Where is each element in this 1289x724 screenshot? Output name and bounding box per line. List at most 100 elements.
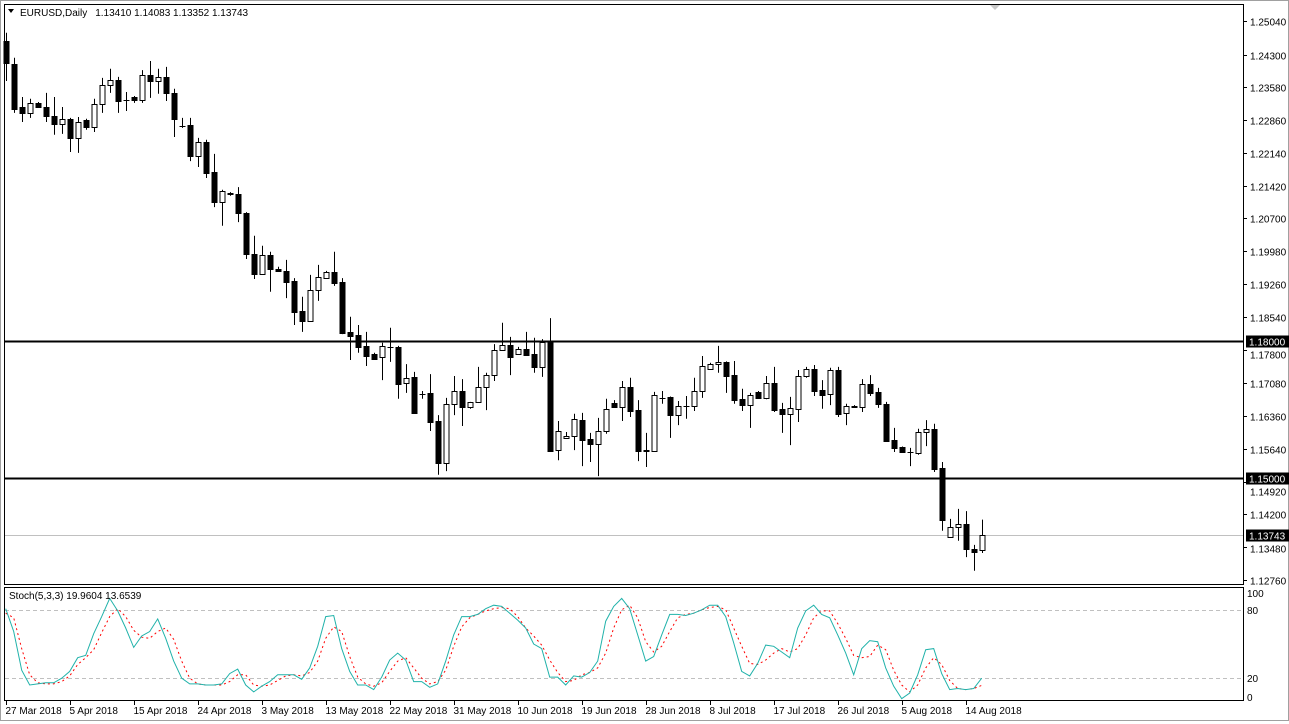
price-tick-label: 1.17080 (1250, 380, 1287, 391)
candle (395, 345, 402, 399)
candle (723, 361, 730, 393)
candle-body (75, 122, 82, 139)
candle-body (763, 383, 770, 399)
candle-body (787, 408, 794, 415)
candle (123, 91, 130, 112)
candle (451, 375, 458, 416)
candle (11, 57, 18, 113)
candle (19, 96, 26, 122)
candle (475, 366, 482, 403)
candle-body (539, 342, 546, 368)
candles (3, 32, 986, 571)
date-label: 15 Apr 2018 (134, 706, 188, 717)
shift-marker-icon[interactable] (990, 5, 1000, 10)
candle (59, 106, 66, 134)
candle-body (43, 107, 50, 117)
candle (979, 519, 986, 553)
candle (867, 375, 874, 397)
candle (275, 266, 282, 272)
candle-body (251, 254, 258, 275)
candle-body (619, 387, 626, 408)
candle-body (947, 527, 954, 538)
candle (3, 32, 10, 82)
candle-body (747, 395, 754, 406)
level-price-label: 1.18000 (1249, 338, 1286, 349)
candle (739, 388, 746, 412)
candle-body (83, 120, 90, 128)
candle (315, 264, 322, 301)
candle (107, 68, 114, 93)
symbol-title: EURUSD,Daily (20, 8, 87, 19)
date-label: 10 Jun 2018 (518, 706, 573, 717)
candle-body (475, 387, 482, 403)
candle (707, 362, 714, 370)
date-label: 3 May 2018 (262, 706, 315, 717)
candle-body (259, 255, 266, 275)
candle (339, 278, 346, 335)
time-axis[interactable]: 27 Mar 2018 5 Apr 2018 15 Apr 2018 24 Apr 2… (6, 701, 1023, 717)
price-tick-label: 1.22860 (1250, 117, 1287, 128)
candle (347, 316, 354, 361)
candle-body (363, 346, 370, 357)
stochastic-label: Stoch(5,3,3) 19.9604 13.6539 (9, 591, 142, 602)
price-tick-label: 1.24300 (1250, 52, 1287, 63)
candle (75, 116, 82, 153)
date-label: 24 Apr 2018 (198, 706, 252, 717)
candle-body (171, 93, 178, 120)
stochastic-tick-label: 100 (1247, 589, 1264, 600)
candle (99, 77, 106, 113)
candle (403, 364, 410, 393)
date-label: 27 Mar 2018 (6, 706, 63, 717)
candle-body (675, 406, 682, 416)
candle (291, 278, 298, 325)
candle (787, 396, 794, 446)
candle (587, 432, 594, 463)
triangle-down-icon[interactable] (8, 9, 14, 13)
candle (971, 544, 978, 571)
stochastic-pane-frame (4, 587, 1244, 701)
candle-body (291, 281, 298, 313)
date-label: 13 May 2018 (326, 706, 384, 717)
candle (523, 331, 530, 356)
date-label: 26 Jul 2018 (838, 706, 890, 717)
candle (435, 415, 442, 475)
candle (147, 60, 154, 98)
candle-body (931, 429, 938, 470)
candle-body (899, 447, 906, 453)
candle (379, 342, 386, 381)
stochastic-pane[interactable]: 100 80 20 0 Stoch(5,3,3) 19.9604 13.6539 (4, 587, 1265, 705)
horizontal-lines[interactable] (5, 340, 1243, 536)
candle-body (227, 193, 234, 195)
candle (891, 427, 898, 452)
main-pane-frame (4, 4, 1244, 585)
candle (427, 374, 434, 432)
candle-body (867, 384, 874, 394)
candle (283, 259, 290, 299)
level-price-label-bg (1246, 335, 1289, 348)
candle (675, 401, 682, 426)
candle-body (91, 104, 98, 128)
main-pane[interactable]: 1.25040 1.24300 1.23580 1.22860 1.22140 1.214… (3, 4, 1289, 588)
candle-body (443, 404, 450, 464)
candle (875, 387, 882, 408)
candle-body (963, 524, 970, 550)
stochastic-tick-label: 80 (1247, 606, 1259, 617)
price-line-labels: 1.18000 1.15000 1.13743 (1246, 335, 1289, 543)
candle (883, 401, 890, 442)
candle-body (715, 362, 722, 365)
price-tick-label: 1.16360 (1250, 413, 1287, 424)
candle (659, 391, 666, 404)
candle-body (211, 172, 218, 203)
candle-body (915, 432, 922, 454)
candle-body (483, 375, 490, 388)
candle (131, 96, 138, 103)
candle (571, 413, 578, 451)
price-tick-label: 1.15640 (1250, 446, 1287, 457)
candle (499, 322, 506, 351)
candle-body (723, 362, 730, 377)
candle (931, 423, 938, 473)
candle-body (603, 409, 610, 432)
candle-body (19, 107, 26, 114)
price-axis[interactable]: 1.25040 1.24300 1.23580 1.22860 1.22140 1.214… (1243, 18, 1287, 588)
